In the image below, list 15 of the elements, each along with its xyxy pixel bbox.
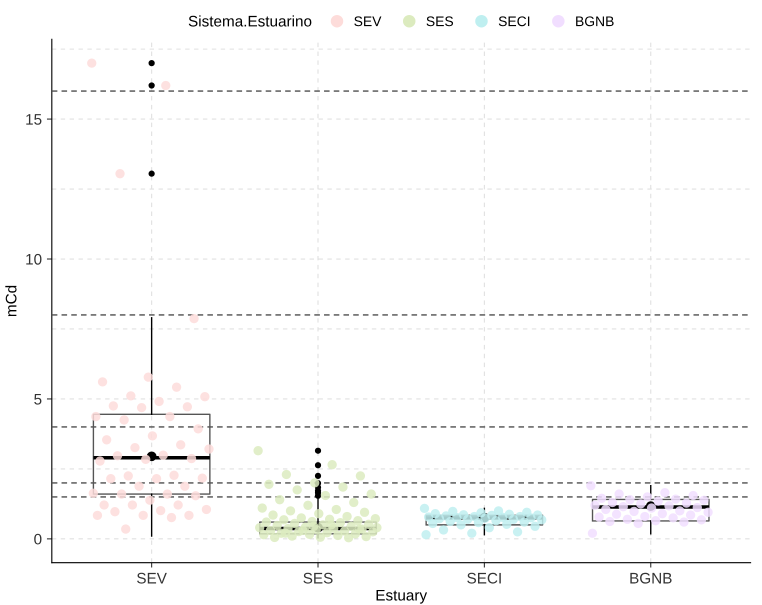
y-tick-label: 0 [34,534,42,545]
x-axis-title: Estuary [376,590,428,604]
y-tick-label: 5 [34,394,42,405]
x-tick-label: SEV [137,572,167,584]
x-tick-label: BGNB [630,572,672,584]
legend-title: Sistema.Estuarino [188,15,312,27]
legend-label: SES [426,16,454,26]
y-tick-label: 15 [26,114,42,125]
legend-label: BGNB [576,16,614,26]
x-tick-label: SES [303,572,333,584]
legend-label: SEV [354,16,382,26]
x-tick-label: SECI [467,572,501,584]
y-tick-label: 10 [26,254,42,265]
y-axis-title: mCd [5,286,17,316]
legend-label: SECI [498,16,530,26]
